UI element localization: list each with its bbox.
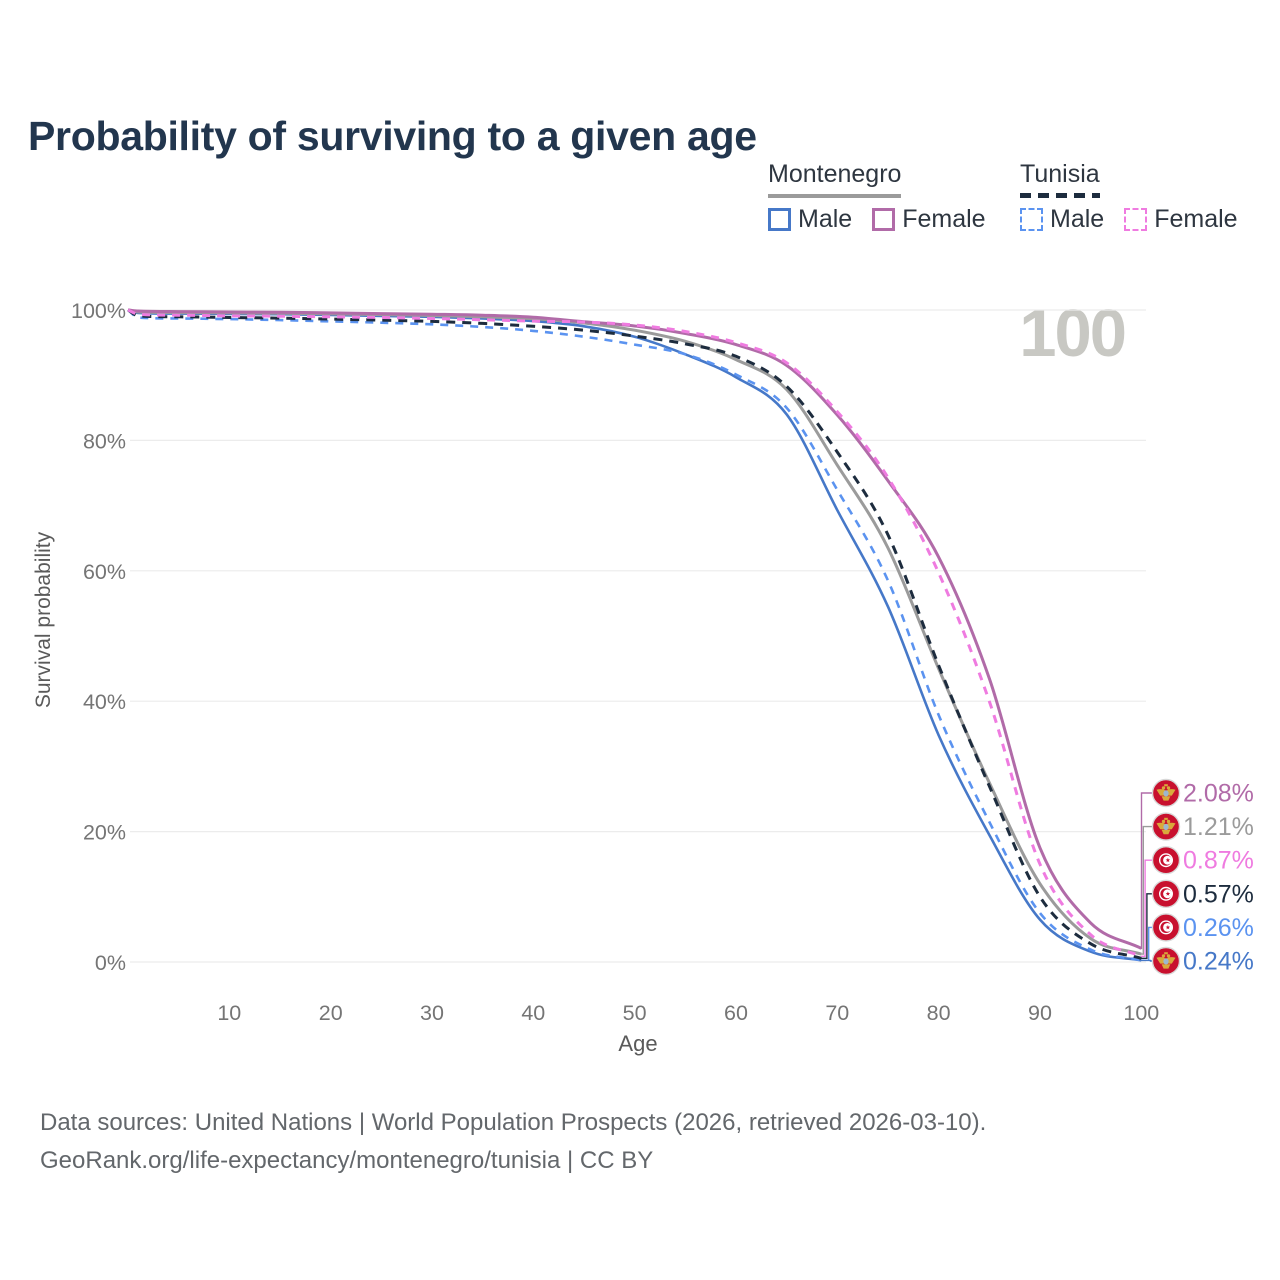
footer: Data sources: United Nations | World Pop…	[40, 1104, 986, 1180]
legend-label-montenegro-female: Female	[902, 205, 986, 233]
series-line-tun-female	[127, 308, 1142, 958]
x-axis-tick-label: 80	[927, 1001, 951, 1025]
x-axis-tick-label: 100	[1123, 1001, 1159, 1025]
tunisia-flag-icon	[1151, 913, 1181, 942]
end-value-label-tun-male: 0.26%	[1183, 914, 1254, 942]
y-axis-tick-label: 60%	[83, 560, 126, 584]
tunisia-flag-icon	[1151, 879, 1181, 908]
y-axis-tick-label: 0%	[95, 951, 126, 975]
tunisia-flag-icon	[1151, 846, 1181, 875]
legend-item-montenegro-female[interactable]: Female	[872, 205, 986, 234]
legend-group-tunisia: Tunisia Male Female	[1020, 160, 1258, 234]
legend-item-tunisia-female[interactable]: Female	[1124, 205, 1238, 234]
legend-row-montenegro: Male Female	[768, 205, 1006, 234]
montenegro-flag-icon	[1151, 946, 1181, 976]
legend-country-tunisia[interactable]: Tunisia	[1020, 160, 1100, 198]
montenegro-flag-icon	[1151, 778, 1181, 808]
leader-line-mne-total	[1141, 825, 1153, 955]
leader-line-tun-female	[1141, 859, 1153, 957]
series-line-mne-total	[127, 308, 1142, 956]
tunisia-female-swatch	[1124, 208, 1148, 231]
end-value-label-mne-female: 2.08%	[1183, 780, 1254, 808]
montenegro-flag-icon	[1151, 812, 1181, 841]
series-line-mne-male	[127, 308, 1142, 962]
legend-label-tunisia-female: Female	[1154, 205, 1238, 233]
y-axis-tick-label: 100%	[71, 299, 126, 323]
footer-attribution: GeoRank.org/life-expectancy/montenegro/t…	[40, 1147, 654, 1174]
legend-row-tunisia: Male Female	[1020, 205, 1258, 234]
end-value-label-tun-female: 0.87%	[1183, 847, 1254, 875]
x-axis-tick-label: 50	[623, 1001, 647, 1025]
x-axis-tick-label: 60	[724, 1001, 748, 1025]
legend-country-montenegro[interactable]: Montenegro	[768, 160, 902, 198]
end-value-label-tun-total: 0.57%	[1183, 880, 1254, 908]
y-axis-tick-label: 20%	[83, 821, 126, 845]
y-axis-tick-label: 80%	[83, 429, 126, 453]
series-line-tun-total	[127, 308, 1142, 960]
x-axis-tick-label: 90	[1028, 1001, 1052, 1025]
x-axis-title: Age	[618, 1031, 657, 1056]
x-axis-tick-label: 40	[521, 1001, 545, 1025]
leader-line-mne-male	[1141, 959, 1153, 962]
end-value-label-mne-total: 1.21%	[1183, 813, 1254, 841]
leader-line-tun-total	[1141, 893, 1153, 959]
montenegro-female-swatch	[872, 208, 896, 231]
y-axis-title: Survival probability	[32, 531, 55, 709]
y-axis-tick-label: 40%	[83, 690, 126, 714]
series-line-mne-female	[127, 308, 1142, 950]
chart-title: Probability of surviving to a given age	[28, 113, 757, 160]
legend-item-tunisia-male[interactable]: Male	[1020, 205, 1104, 234]
footer-data-sources: Data sources: United Nations | World Pop…	[40, 1109, 987, 1136]
legend-group-montenegro: Montenegro Male Female	[768, 160, 1006, 234]
x-axis-tick-label: 70	[825, 1001, 849, 1025]
tunisia-male-swatch	[1020, 208, 1043, 231]
x-axis-tick-label: 10	[217, 1001, 241, 1025]
x-axis-tick-label: 30	[420, 1001, 444, 1025]
age-watermark: 100	[1019, 296, 1127, 371]
legend-label-montenegro-male: Male	[798, 205, 853, 233]
montenegro-male-swatch	[768, 208, 791, 231]
legend-label-tunisia-male: Male	[1050, 205, 1105, 233]
end-value-label-mne-male: 0.24%	[1183, 948, 1254, 976]
series-line-tun-male	[127, 308, 1142, 962]
legend-item-montenegro-male[interactable]: Male	[768, 205, 852, 234]
leader-line-mne-female	[1140, 792, 1153, 950]
x-axis-tick-label: 20	[319, 1001, 343, 1025]
